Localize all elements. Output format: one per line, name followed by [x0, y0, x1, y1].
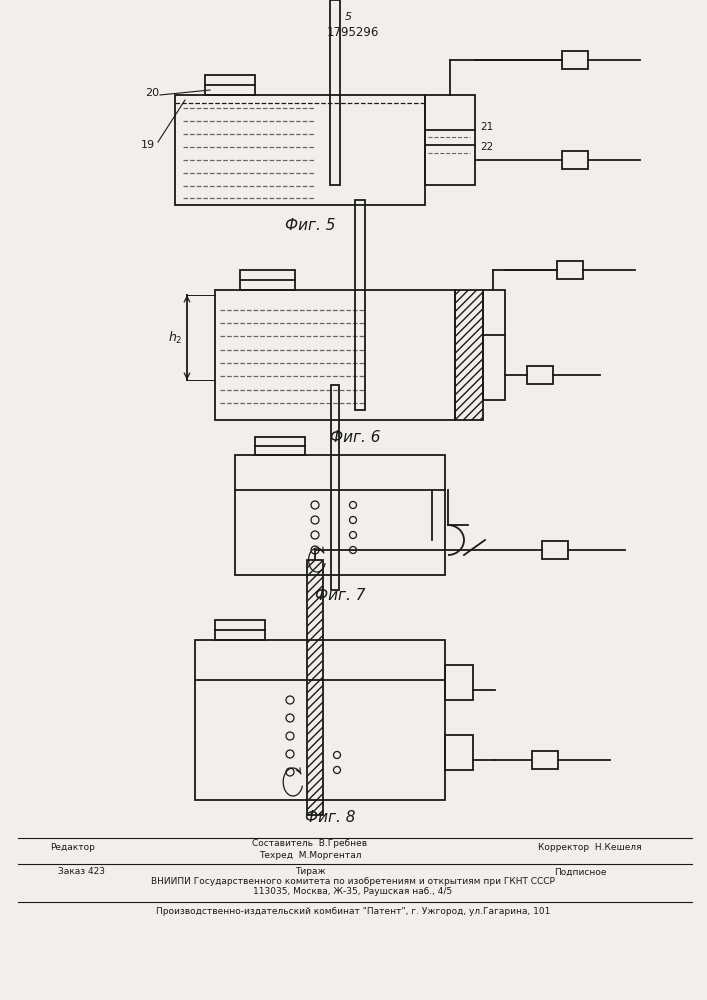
Text: 5: 5	[345, 12, 352, 22]
Bar	[445, 665, 473, 700]
Bar	[557, 261, 583, 279]
Bar	[215, 290, 455, 420]
Text: Производственно-издательский комбинат "Патент", г. Ужгород, ул.Гагарина, 101: Производственно-издательский комбинат "П…	[156, 908, 550, 916]
Bar	[331, 385, 339, 590]
Bar	[532, 751, 558, 769]
Text: ВНИИПИ Государственного комитета по изобретениям и открытиям при ГКНТ СССР: ВНИИПИ Государственного комитета по изоб…	[151, 878, 555, 886]
Text: 19: 19	[141, 140, 155, 150]
Bar	[355, 200, 365, 410]
Text: Фиг. 6: Фиг. 6	[329, 430, 380, 444]
Text: Тираж: Тираж	[295, 867, 325, 876]
Bar	[562, 151, 588, 169]
Text: 113035, Москва, Ж-35, Раушская наб., 4/5: 113035, Москва, Ж-35, Раушская наб., 4/5	[253, 888, 452, 896]
Bar	[483, 290, 505, 400]
Text: Техред  М.Моргентал: Техред М.Моргентал	[259, 852, 361, 860]
Text: 21: 21	[480, 122, 493, 132]
Text: Подписное: Подписное	[554, 867, 606, 876]
Text: Заказ 423: Заказ 423	[58, 867, 105, 876]
Text: Фиг. 8: Фиг. 8	[305, 810, 355, 826]
Bar	[175, 95, 425, 205]
Text: Фиг. 5: Фиг. 5	[285, 218, 335, 232]
Text: Составитель  В.Гребнев: Составитель В.Гребнев	[252, 840, 368, 848]
Bar	[307, 560, 323, 815]
Bar	[215, 620, 265, 640]
Text: Редактор: Редактор	[50, 844, 95, 852]
Text: 20: 20	[145, 88, 159, 98]
Text: $h_2$: $h_2$	[168, 329, 182, 346]
Bar	[255, 437, 305, 455]
Bar	[240, 270, 295, 290]
Bar	[330, 0, 340, 185]
Text: Корректор  Н.Кешеля: Корректор Н.Кешеля	[538, 844, 642, 852]
Bar	[562, 51, 588, 69]
Text: Фиг. 7: Фиг. 7	[315, 587, 366, 602]
Text: 1795296: 1795296	[327, 25, 379, 38]
Bar	[425, 95, 475, 185]
Bar	[205, 75, 255, 95]
Text: 22: 22	[480, 142, 493, 152]
Bar	[527, 366, 553, 384]
Bar	[455, 290, 483, 420]
Bar	[445, 735, 473, 770]
Bar	[542, 541, 568, 559]
Bar	[235, 455, 445, 575]
Bar	[195, 640, 445, 800]
